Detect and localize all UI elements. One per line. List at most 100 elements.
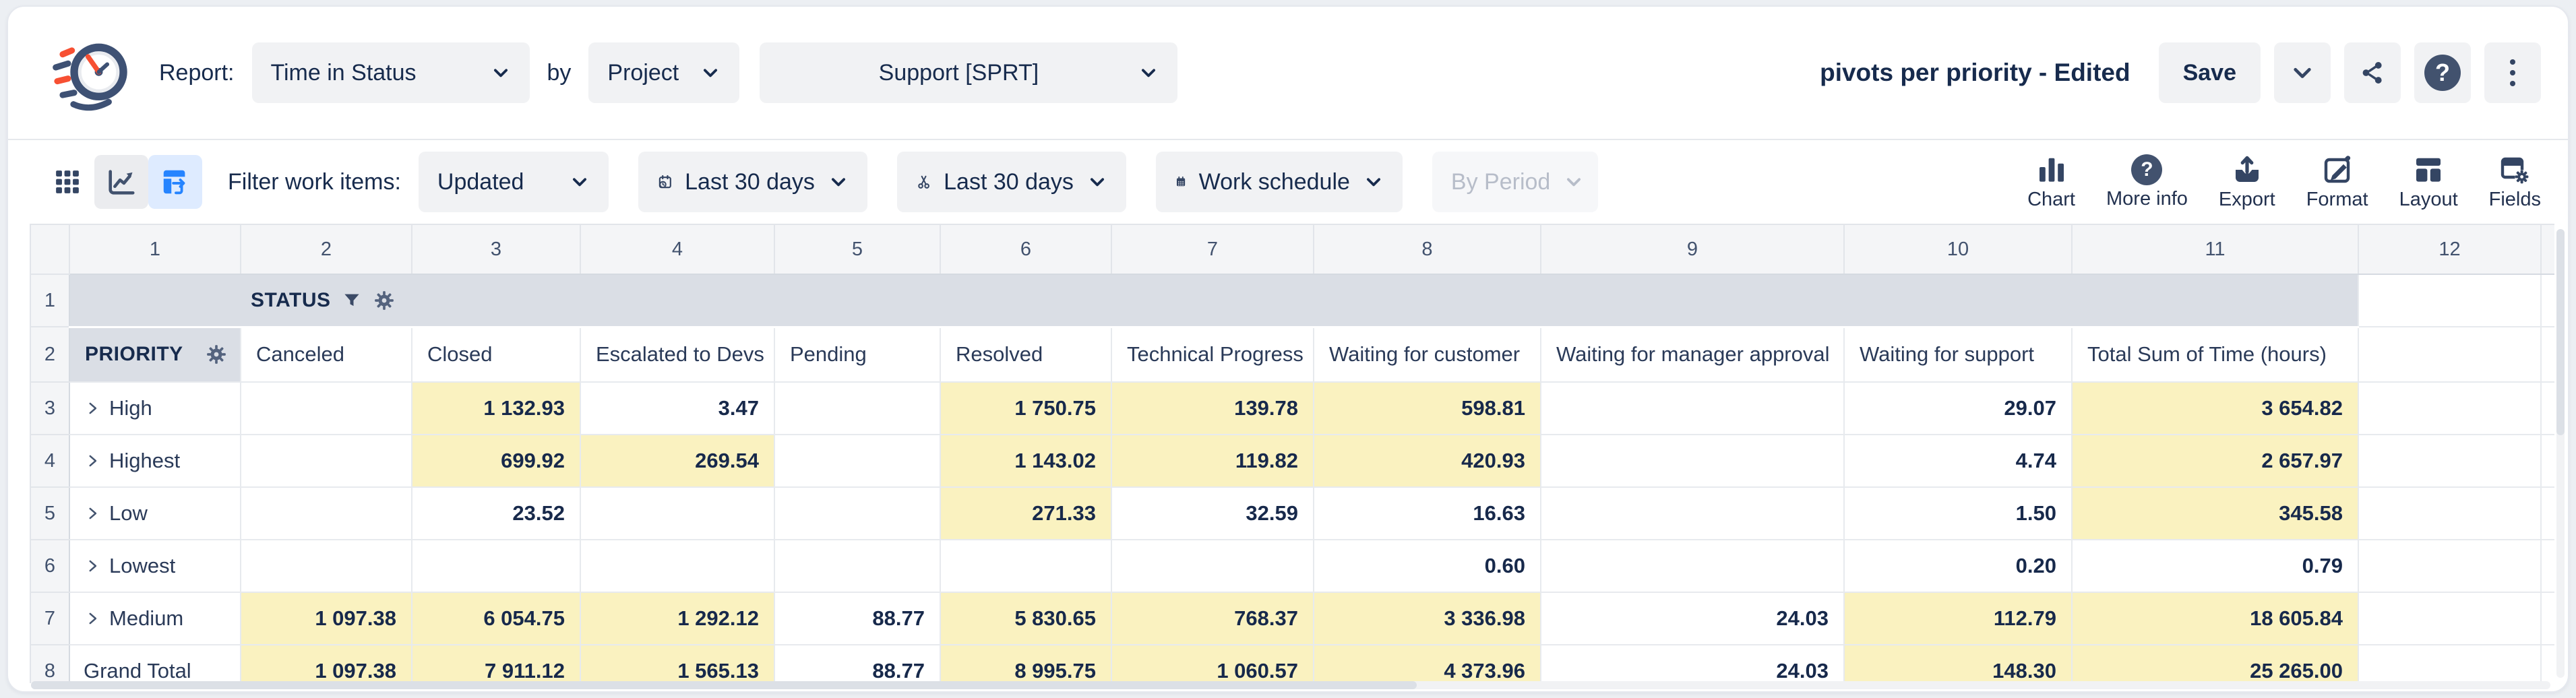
value-cell[interactable]: 598.81 xyxy=(1313,381,1541,435)
status-column-header[interactable]: Pending xyxy=(774,326,941,383)
value-cell[interactable]: 1 097.38 xyxy=(240,644,412,683)
value-cell[interactable]: 2 657.97 xyxy=(2071,434,2359,488)
row-number[interactable]: 1 xyxy=(30,274,70,327)
row-number[interactable]: 8 xyxy=(30,644,70,683)
status-column-header[interactable]: Waiting for manager approval xyxy=(1540,326,1845,383)
value-cell[interactable]: 1 292.12 xyxy=(580,592,775,645)
report-type-select[interactable]: Time in Status xyxy=(251,42,530,103)
row-number[interactable]: 6 xyxy=(30,539,70,593)
value-cell[interactable] xyxy=(580,486,775,540)
vertical-scrollbar-thumb[interactable] xyxy=(2556,229,2565,436)
value-cell[interactable]: 1 060.57 xyxy=(1111,644,1314,683)
row-number[interactable]: 4 xyxy=(30,434,70,488)
pivot-view-button[interactable] xyxy=(148,155,202,209)
value-cell[interactable]: 3 654.82 xyxy=(2071,381,2359,435)
work-schedule-select[interactable]: Work schedule xyxy=(1155,152,1403,212)
row-label[interactable]: Lowest xyxy=(69,539,241,593)
value-cell[interactable]: 6 054.75 xyxy=(411,592,581,645)
value-cell[interactable]: 269.54 xyxy=(580,434,775,488)
horizontal-scrollbar[interactable] xyxy=(31,681,2550,689)
row-number[interactable]: 7 xyxy=(30,592,70,645)
value-cell[interactable]: 18 605.84 xyxy=(2071,592,2359,645)
value-cell[interactable] xyxy=(1540,434,1845,488)
column-number[interactable]: 11 xyxy=(2071,224,2359,275)
export-button[interactable]: Export xyxy=(2219,154,2275,211)
value-cell[interactable]: 1 097.38 xyxy=(240,592,412,645)
value-cell[interactable]: 4.74 xyxy=(1843,434,2073,488)
row-number[interactable]: 5 xyxy=(30,486,70,540)
value-cell[interactable] xyxy=(240,486,412,540)
row-label[interactable]: Grand Total xyxy=(69,644,241,683)
status-column-header[interactable]: Total Sum of Time (hours) xyxy=(2071,326,2359,383)
value-cell[interactable]: 119.82 xyxy=(1111,434,1314,488)
value-cell[interactable]: 1 565.13 xyxy=(580,644,775,683)
row-label[interactable]: Medium xyxy=(69,592,241,645)
filter-field-select[interactable]: Updated xyxy=(418,152,609,212)
value-cell[interactable]: 25 265.00 xyxy=(2071,644,2359,683)
value-cell[interactable]: 24.03 xyxy=(1540,592,1845,645)
value-cell[interactable] xyxy=(240,539,412,593)
column-number[interactable]: 7 xyxy=(1111,224,1314,275)
layout-button[interactable]: Layout xyxy=(2399,154,2458,211)
value-cell[interactable]: 8 995.75 xyxy=(940,644,1112,683)
value-cell[interactable]: 7 911.12 xyxy=(411,644,581,683)
value-cell[interactable]: 139.78 xyxy=(1111,381,1314,435)
status-column-header[interactable]: Resolved xyxy=(940,326,1112,383)
value-cell[interactable]: 3 336.98 xyxy=(1313,592,1541,645)
chart-view-button[interactable] xyxy=(94,155,148,209)
column-number[interactable]: 3 xyxy=(411,224,581,275)
value-cell[interactable]: 0.60 xyxy=(1313,539,1541,593)
value-cell[interactable] xyxy=(940,539,1112,593)
value-cell[interactable]: 0.79 xyxy=(2071,539,2359,593)
row-label[interactable]: High xyxy=(69,381,241,435)
value-cell[interactable]: 0.20 xyxy=(1843,539,2073,593)
value-cell[interactable] xyxy=(240,381,412,435)
value-cell[interactable]: 3.47 xyxy=(580,381,775,435)
value-cell[interactable] xyxy=(1111,539,1314,593)
filter-funnel-icon[interactable] xyxy=(342,290,362,311)
value-cell[interactable]: 4 373.96 xyxy=(1313,644,1541,683)
column-number[interactable]: 9 xyxy=(1540,224,1845,275)
value-cell[interactable] xyxy=(411,539,581,593)
column-number[interactable]: 4 xyxy=(580,224,775,275)
date-range-select[interactable]: Last 30 days xyxy=(638,152,867,212)
value-cell[interactable] xyxy=(240,434,412,488)
value-cell[interactable]: 1 132.93 xyxy=(411,381,581,435)
status-column-header[interactable]: Waiting for customer xyxy=(1313,326,1541,383)
save-menu-button[interactable] xyxy=(2274,42,2331,103)
chart-action-button[interactable]: Chart xyxy=(2027,154,2075,211)
column-number[interactable]: 10 xyxy=(1843,224,2073,275)
save-button[interactable]: Save xyxy=(2158,42,2261,103)
value-cell[interactable] xyxy=(774,434,941,488)
status-group-cell[interactable]: STATUS xyxy=(69,274,2359,328)
project-select[interactable]: Support [SPRT] xyxy=(760,42,1178,103)
value-cell[interactable]: 88.77 xyxy=(774,644,941,683)
trim-range-select[interactable]: Last 30 days xyxy=(896,152,1126,212)
value-cell[interactable]: 420.93 xyxy=(1313,434,1541,488)
gear-icon[interactable] xyxy=(205,343,228,366)
column-number[interactable]: 2 xyxy=(240,224,412,275)
row-number[interactable]: 2 xyxy=(30,326,70,383)
share-button[interactable] xyxy=(2344,42,2401,103)
row-label[interactable]: Low xyxy=(69,486,241,540)
value-cell[interactable] xyxy=(774,539,941,593)
gear-icon[interactable] xyxy=(373,289,396,312)
group-by-select[interactable]: Project xyxy=(588,42,740,103)
value-cell[interactable]: 768.37 xyxy=(1111,592,1314,645)
value-cell[interactable]: 112.79 xyxy=(1843,592,2073,645)
column-number[interactable]: 1 xyxy=(69,224,241,275)
column-number[interactable]: 6 xyxy=(940,224,1112,275)
value-cell[interactable]: 23.52 xyxy=(411,486,581,540)
grid-view-button[interactable] xyxy=(40,155,94,209)
help-button[interactable]: ? xyxy=(2414,42,2471,103)
value-cell[interactable] xyxy=(580,539,775,593)
value-cell[interactable]: 88.77 xyxy=(774,592,941,645)
vertical-scrollbar[interactable] xyxy=(2556,229,2565,678)
more-info-button[interactable]: ? More info xyxy=(2106,154,2188,210)
value-cell[interactable]: 1.50 xyxy=(1843,486,2073,540)
status-column-header[interactable]: Escalated to Devs xyxy=(580,326,775,383)
value-cell[interactable]: 271.33 xyxy=(940,486,1112,540)
value-cell[interactable]: 148.30 xyxy=(1843,644,2073,683)
value-cell[interactable]: 345.58 xyxy=(2071,486,2359,540)
value-cell[interactable]: 1 750.75 xyxy=(940,381,1112,435)
